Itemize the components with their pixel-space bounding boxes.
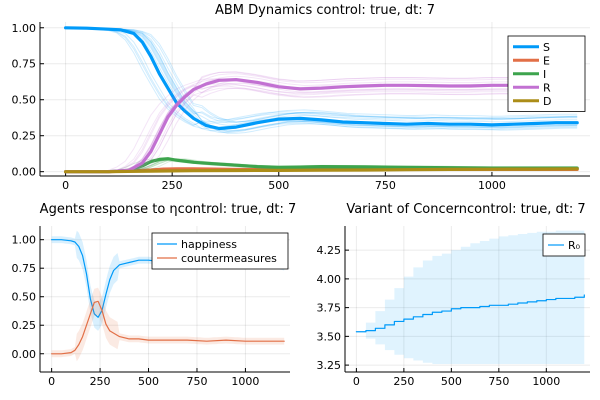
y-tick-label: 0.50 [12,291,37,304]
x-tick-label: 0 [353,375,360,388]
y-tick-label: 3.25 [317,359,342,372]
chart-variant: Variant of Concerncontrol: true, dt: 7 0 2… [317,202,590,388]
y-tick-label: 0.50 [12,94,37,107]
y-tick-label: 0.25 [12,130,37,143]
legend-label: D [543,95,551,108]
replicate-run [65,82,578,173]
x-tick-label: 500 [138,375,159,388]
legend: R₀ [542,233,586,257]
series-line-R [63,78,579,174]
chart-title: ABM Dynamics control: true, dt: 7 [215,3,435,18]
replicate-run [65,27,578,121]
x-tick-label: 1000 [478,179,506,192]
replicate-run [65,27,578,124]
replicate-run [65,27,578,134]
y-tick-label: 4.00 [317,273,342,286]
y-tick-label: 0.25 [12,319,37,332]
y-tick-label: 0.75 [12,262,37,275]
plot-area [63,26,579,174]
y-tick-label: 4.25 [317,244,342,257]
x-tick-label: 1000 [532,375,560,388]
legend-label: E [543,54,550,67]
legend-label: R₀ [568,239,581,252]
chart-title: Variant of Concerncontrol: true, dt: 7 [346,202,585,217]
x-tick-label: 500 [441,375,462,388]
x-tick-label: 250 [90,375,111,388]
chart-abm: ABM Dynamics control: true, dt: 7 0 250 500… [12,3,590,192]
replicate-run [65,27,578,132]
replicate-run [65,27,578,123]
x-tick-label: 0 [62,179,69,192]
replicate-run [65,87,578,173]
series-ribbon-0 [51,230,285,331]
x-tick-label: 750 [488,375,509,388]
replicate-run [65,27,578,132]
y-tick-label: 0.00 [12,348,37,361]
y-tick-label: 0.00 [12,166,37,179]
replicate-run [65,82,578,173]
replicate-run [65,27,578,132]
replicate-run [65,84,578,173]
replicate-run [65,75,578,173]
series-line-S [63,26,579,131]
replicate-run [65,27,578,134]
y-tick-label: 3.75 [317,302,342,315]
replicate-run [65,71,578,173]
x-tick-label: 750 [375,179,396,192]
legend-box [151,232,289,270]
legend-label: countermeasures [181,252,277,265]
series-band-0 [356,230,585,364]
replicate-run [65,27,578,126]
legend-label: I [543,68,546,81]
y-tick-label: 1.00 [12,234,37,247]
chart-title: Agents response to ηcontrol: true, dt: 7 [40,202,297,217]
legend-label: S [543,41,550,54]
y-tick-label: 3.50 [317,330,342,343]
legend-label: R [543,81,551,94]
x-tick-label: 1000 [231,375,259,388]
chart-agents: Agents response to ηcontrol: true, dt: 7… [12,202,297,388]
replicate-run [65,27,578,126]
replicate-run [65,27,578,123]
x-tick-label: 0 [48,375,55,388]
x-tick-label: 750 [186,375,207,388]
replicate-run [65,27,578,127]
legend-label: happiness [181,238,237,251]
series-ribbon-1 [51,287,285,362]
x-tick-label: 250 [393,375,414,388]
y-tick-label: 0.75 [12,58,37,71]
series-line-R₀ [355,294,585,333]
series-line-I [63,157,579,174]
x-tick-label: 500 [268,179,289,192]
replicate-run [65,87,578,173]
series-line-D [63,167,579,174]
replicate-run [65,84,578,173]
series-line-countermeasures [51,300,285,355]
x-tick-label: 250 [162,179,183,192]
y-tick-label: 1.00 [12,22,37,35]
plot-area [355,230,585,364]
replicate-run [65,27,578,133]
